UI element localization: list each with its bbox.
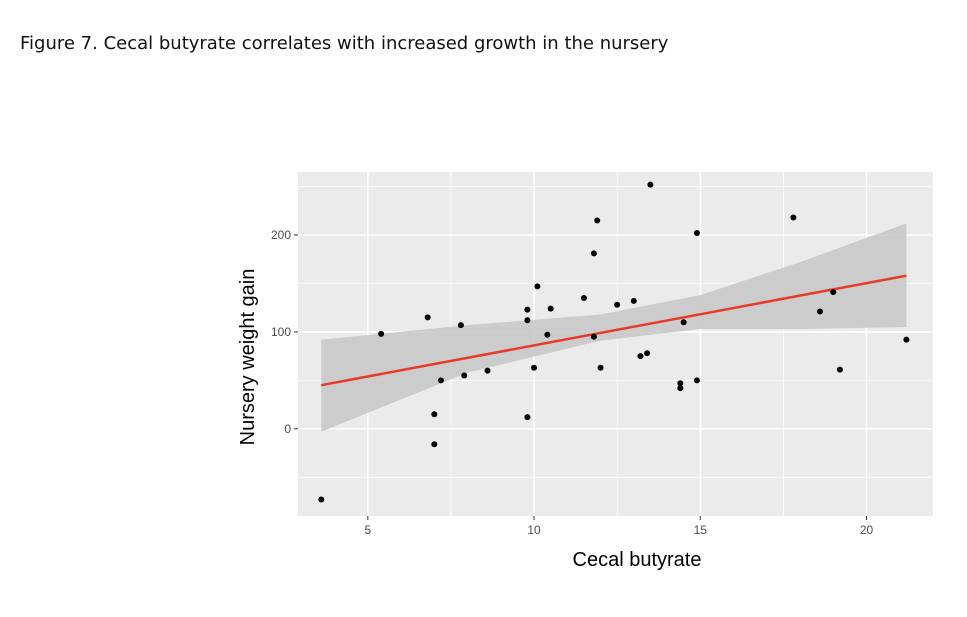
data-point — [677, 380, 684, 387]
figure-caption: Figure 7. Cecal butyrate correlates with… — [20, 33, 669, 54]
data-point — [790, 214, 797, 221]
data-point — [547, 305, 554, 312]
data-point — [461, 372, 468, 379]
data-point — [614, 301, 621, 308]
data-point — [524, 317, 531, 324]
data-point — [590, 250, 597, 257]
data-point — [830, 289, 837, 296]
x-tick-label: 10 — [527, 523, 541, 537]
data-point — [424, 314, 431, 321]
data-point — [644, 350, 651, 357]
data-point — [590, 333, 597, 340]
data-point — [484, 367, 491, 374]
x-tick-label: 5 — [364, 523, 371, 537]
confidence-band — [321, 223, 907, 432]
data-point — [437, 377, 444, 384]
data-point — [544, 331, 551, 338]
data-point — [836, 366, 843, 373]
data-point — [680, 319, 687, 326]
data-point — [630, 297, 637, 304]
data-point — [318, 496, 325, 503]
x-tick-label: 20 — [860, 523, 874, 537]
y-axis-title: Nursery weight gain — [237, 269, 259, 446]
data-point — [903, 336, 910, 343]
data-point — [693, 377, 700, 384]
data-point — [580, 294, 587, 301]
data-point — [534, 283, 541, 290]
regression-line — [321, 274, 907, 387]
data-points — [318, 181, 910, 503]
data-point — [637, 353, 644, 360]
data-point — [531, 364, 538, 371]
x-axis-title: Cecal butyrate — [573, 549, 702, 571]
y-tick-label: 100 — [271, 325, 291, 339]
data-point — [431, 441, 438, 448]
data-point — [431, 411, 438, 418]
data-point — [677, 385, 684, 392]
data-point — [647, 181, 654, 188]
data-point — [378, 330, 385, 337]
data-point — [457, 322, 464, 329]
y-tick-label: 200 — [271, 228, 291, 242]
data-point — [816, 308, 823, 315]
data-point — [693, 230, 700, 237]
x-tick-label: 15 — [694, 523, 708, 537]
data-point — [597, 364, 604, 371]
data-point — [594, 217, 601, 224]
y-tick-label: 0 — [284, 422, 291, 436]
data-point — [524, 306, 531, 313]
data-point — [524, 414, 531, 421]
